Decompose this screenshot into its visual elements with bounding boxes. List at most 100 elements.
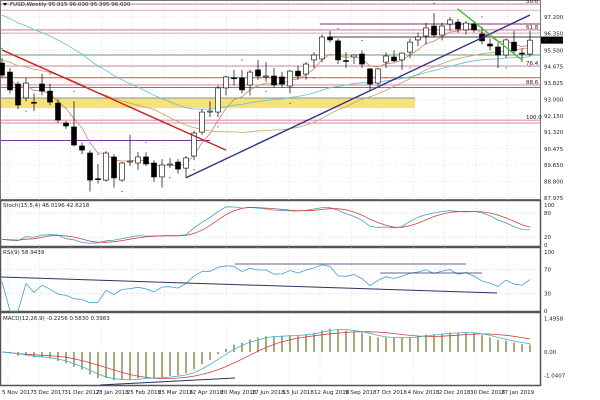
bear-candle bbox=[175, 161, 181, 170]
bear-candle bbox=[471, 23, 477, 31]
x-tick-label: 4 Nov 2018 bbox=[408, 390, 440, 396]
bear-candle bbox=[279, 76, 285, 85]
bear-candle bbox=[431, 25, 437, 36]
fib-level-label: 61.8 bbox=[526, 25, 539, 31]
bear-candle bbox=[39, 83, 45, 92]
y-tick-label: 89.650 bbox=[544, 163, 564, 169]
parabolic-sar-dot bbox=[97, 153, 99, 155]
parabolic-sar-dot bbox=[385, 77, 387, 79]
bear-candle bbox=[367, 68, 373, 85]
macd-signal-line bbox=[1, 331, 531, 380]
parabolic-sar-dot bbox=[73, 90, 75, 93]
parabolic-sar-dot bbox=[241, 59, 243, 61]
bull-candle bbox=[263, 75, 269, 78]
x-tick-label: 12 Aug 2018 bbox=[314, 390, 350, 396]
rsi-tick: 0 bbox=[544, 309, 548, 315]
pane-border-3 bbox=[0, 311, 542, 387]
x-tick-label: 2 Dec 2018 bbox=[439, 390, 471, 396]
fib-level-label: 88.6 bbox=[526, 80, 539, 86]
bull-candle bbox=[103, 152, 109, 181]
bear-candle bbox=[295, 70, 301, 77]
current-price-box bbox=[541, 36, 563, 44]
bull-candle bbox=[119, 162, 125, 181]
parabolic-sar-dot bbox=[169, 177, 171, 179]
bear-candle bbox=[47, 90, 53, 103]
parabolic-sar-dot bbox=[25, 110, 27, 112]
x-tick-label: 7 Oct 2018 bbox=[376, 390, 407, 396]
bull-candle bbox=[223, 76, 229, 89]
x-tick-label: 25 Feb 2018 bbox=[127, 390, 162, 396]
parabolic-sar-dot bbox=[361, 39, 363, 42]
y-tick-label: 92.150 bbox=[544, 114, 564, 120]
parabolic-sar-dot bbox=[145, 141, 147, 144]
parabolic-sar-dot bbox=[529, 65, 531, 67]
bull-candle bbox=[399, 52, 405, 61]
pane-border-0 bbox=[0, 0, 541, 200]
stoch-label: Stoch(15,5,4) 46.0196 42.6218 bbox=[3, 203, 90, 209]
macd-trendline bbox=[99, 377, 236, 386]
stoch-tick: 0 bbox=[544, 243, 548, 249]
macd-tick: -1.0407 bbox=[544, 373, 566, 379]
macd-line bbox=[1, 329, 531, 381]
bear-candle bbox=[231, 77, 237, 80]
trendline bbox=[1, 49, 227, 151]
bull-candle bbox=[23, 82, 29, 99]
bull-candle bbox=[463, 22, 469, 31]
parabolic-sar-dot bbox=[505, 67, 507, 69]
bull-candle bbox=[415, 36, 421, 41]
bull-candle bbox=[351, 54, 357, 58]
bull-candle bbox=[439, 25, 445, 36]
bull-candle bbox=[191, 132, 197, 157]
bear-candle bbox=[327, 36, 333, 41]
x-tick-label: 25 Mar 2018 bbox=[158, 390, 193, 396]
parabolic-sar-dot bbox=[337, 28, 339, 30]
bull-candle bbox=[199, 111, 205, 133]
bull-candle bbox=[423, 27, 429, 37]
bull-candle bbox=[207, 110, 213, 113]
bull-candle bbox=[319, 36, 325, 60]
parabolic-sar-dot bbox=[313, 77, 315, 79]
support-zone bbox=[1, 97, 415, 109]
bear-candle bbox=[335, 40, 341, 61]
bull-candle bbox=[135, 156, 141, 164]
x-tick-label: 5 Nov 2017 bbox=[2, 390, 34, 396]
bear-candle bbox=[391, 56, 397, 62]
stoch-tick: 80 bbox=[544, 211, 551, 217]
bear-candle bbox=[79, 145, 85, 151]
rsi-tick: 70 bbox=[544, 268, 551, 274]
x-tick-label: 9 Sep 2018 bbox=[345, 390, 377, 396]
bear-candle bbox=[63, 122, 69, 127]
macd-tick: 1.4958 bbox=[544, 316, 564, 322]
x-tick-label: 22 Apr 2018 bbox=[189, 390, 224, 396]
y-tick-label: 94.675 bbox=[544, 64, 564, 70]
long-moving-average bbox=[1, 14, 531, 110]
x-tick-label: 3 Dec 2017 bbox=[33, 390, 65, 396]
y-tick-label: 91.320 bbox=[544, 130, 564, 136]
x-tick-label: 30 Dec 2018 bbox=[470, 390, 506, 396]
parabolic-sar-dot bbox=[217, 126, 219, 128]
bear-candle bbox=[95, 178, 101, 180]
chart-title: FUSD,Weekly 95.915 96.030 95.395 96.020 bbox=[10, 2, 131, 8]
bull-candle bbox=[287, 70, 293, 87]
y-tick-label: 97.200 bbox=[544, 15, 564, 21]
rsi-tick: 100 bbox=[544, 250, 555, 256]
x-tick-label: 15 Jul 2018 bbox=[283, 390, 315, 396]
trendline bbox=[185, 14, 531, 179]
bear-candle bbox=[255, 69, 261, 77]
bear-candle bbox=[111, 156, 117, 179]
bear-candle bbox=[271, 75, 277, 86]
bear-candle bbox=[343, 60, 349, 62]
bear-candle bbox=[55, 102, 61, 121]
bear-candle bbox=[455, 21, 461, 30]
bear-candle bbox=[31, 101, 37, 104]
bear-candle bbox=[143, 156, 149, 165]
trendline bbox=[457, 8, 523, 61]
fib-level-label: 100.0 bbox=[526, 115, 542, 121]
y-tick-label: 93.825 bbox=[544, 81, 564, 87]
x-tick-label: 28 Jan 2018 bbox=[96, 390, 129, 396]
bull-candle bbox=[407, 41, 413, 53]
bear-candle bbox=[487, 43, 493, 47]
bull-candle bbox=[159, 164, 165, 178]
